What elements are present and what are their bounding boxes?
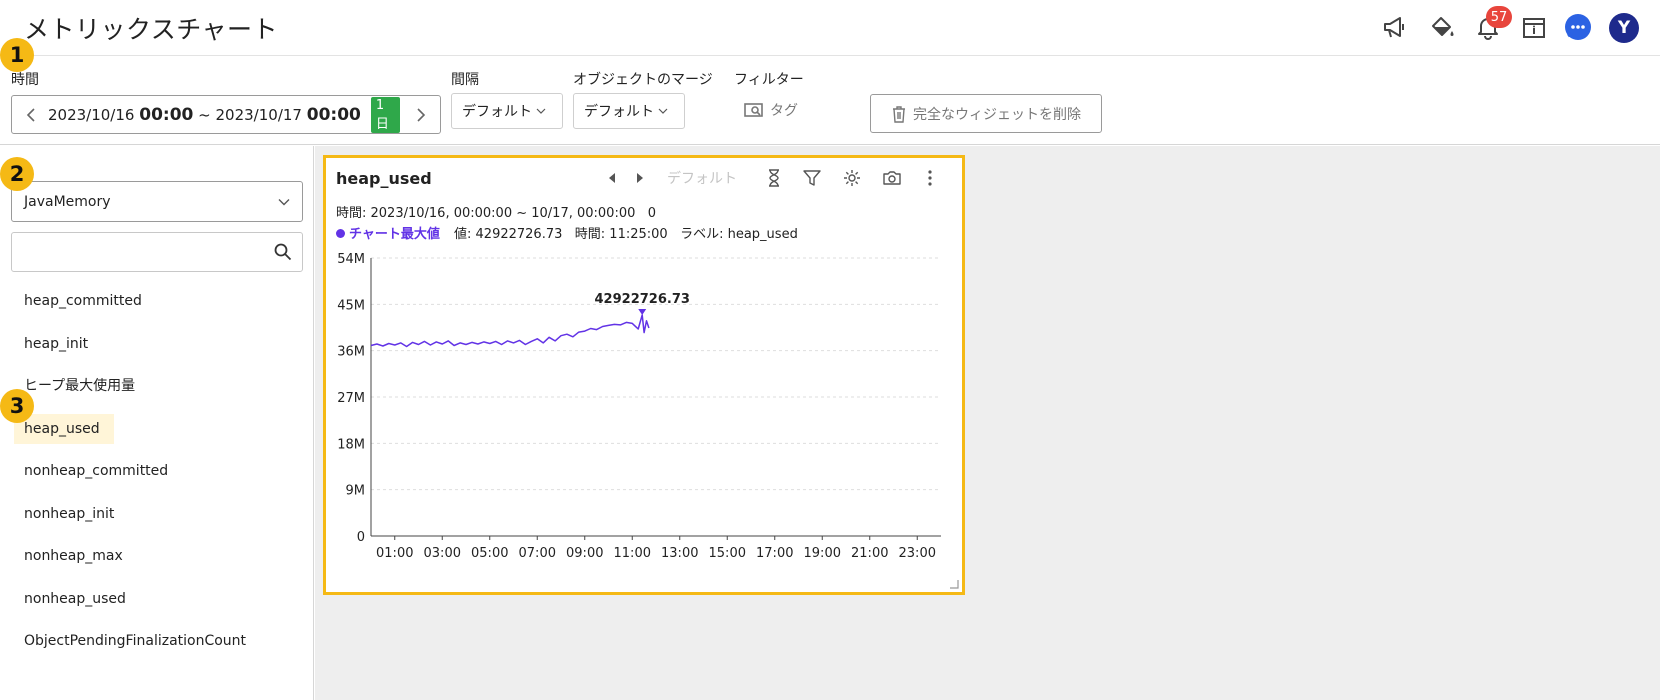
y-tick-label: 18M (337, 437, 365, 452)
step-marker-3: 3 (0, 389, 34, 423)
metric-item-nonheap-used[interactable]: nonheap_used (24, 591, 126, 607)
hourglass-icon[interactable] (763, 166, 785, 190)
legend-series-name[interactable]: チャート最大値 (349, 227, 440, 242)
metric-item-nonheap-committed[interactable]: nonheap_committed (24, 463, 169, 479)
tag-label: タグ (770, 103, 798, 119)
delete-widget-button[interactable]: 完全なウィジェットを削除 (870, 94, 1102, 133)
interval-dropdown[interactable]: デフォルト (451, 93, 563, 129)
avatar[interactable]: Y (1609, 13, 1639, 43)
step-marker-2: 2 (0, 157, 34, 191)
paint-bucket-icon[interactable] (1427, 12, 1457, 42)
trash-icon (893, 105, 905, 123)
category-value: JavaMemory (24, 193, 111, 210)
filter-label: フィルター (734, 72, 804, 88)
x-tick-label: 07:00 (519, 546, 556, 561)
y-tick-label: 45M (337, 298, 365, 313)
interval-label: 間隔 (451, 72, 479, 88)
widget-time-count: 0 (647, 206, 657, 221)
megaphone-icon[interactable] (1380, 12, 1410, 42)
metric-item-heap-init[interactable]: heap_init (24, 336, 89, 352)
x-tick-label: 23:00 (899, 546, 936, 561)
metric-search-input[interactable] (12, 233, 252, 271)
chart-widget[interactable]: heap_used デフォルト 時間: 2023/10/16, 00:00:00… (323, 155, 965, 595)
time-label: 時間 (11, 72, 39, 88)
notification-badge: 57 (1486, 6, 1512, 28)
legend-time: 時間: 11:25:00 (574, 227, 668, 242)
chevron-left-icon[interactable] (22, 107, 40, 123)
max-point-label: 42922726.73 (595, 292, 690, 307)
widget-mode-label[interactable]: デフォルト (667, 171, 737, 187)
calendar-info-icon[interactable] (1519, 12, 1549, 42)
x-tick-label: 11:00 (614, 546, 651, 561)
delete-widget-label: 完全なウィジェットを削除 (913, 106, 1081, 123)
merge-label: オブジェクトのマージ (573, 72, 713, 88)
widget-title: heap_used (336, 169, 432, 188)
widget-time-text: 時間: 2023/10/16, 00:00:00 ~ 10/17, 00:00:… (336, 206, 636, 221)
x-tick-label: 09:00 (566, 546, 603, 561)
filter-toolbar (0, 56, 1660, 145)
x-tick-label: 05:00 (471, 546, 508, 561)
metric-item-heap-committed[interactable]: heap_committed (24, 293, 142, 309)
chat-icon[interactable] (1563, 12, 1593, 42)
search-icon[interactable] (274, 243, 292, 261)
widget-legend: チャート最大値 値: 42922726.73 時間: 11:25:00 ラベル:… (336, 223, 798, 242)
chevron-down-icon (658, 108, 668, 114)
metric-item-object-pending-finalization[interactable]: ObjectPendingFinalizationCount (24, 633, 247, 649)
x-tick-label: 21:00 (851, 546, 888, 561)
more-vertical-icon[interactable] (921, 166, 939, 190)
metric-item-heap-max-usage[interactable]: ヒープ最大使用量 (24, 378, 136, 394)
filter-icon[interactable] (801, 166, 823, 190)
chevron-right-icon[interactable] (412, 107, 430, 123)
y-tick-label: 54M (337, 252, 365, 267)
metric-search (11, 232, 303, 272)
x-tick-label: 15:00 (709, 546, 746, 561)
time-range-text: 2023/10/16 00:00 ~ 2023/10/17 00:00 (47, 104, 361, 125)
metric-item-nonheap-max[interactable]: nonheap_max (24, 548, 123, 564)
max-point-marker (638, 309, 647, 316)
camera-icon[interactable] (881, 166, 903, 190)
x-tick-label: 03:00 (424, 546, 461, 561)
gear-icon[interactable] (841, 166, 863, 190)
merge-dropdown[interactable]: デフォルト (573, 93, 685, 129)
merge-value: デフォルト (584, 104, 654, 120)
tag-filter-button[interactable]: タグ (744, 100, 798, 120)
heap-used-line-chart[interactable]: 0 9M 18M 27M 36M 45M 54M 01:00 03:00 05:00 07:00 09… (326, 238, 962, 588)
chevron-down-icon (536, 108, 546, 114)
x-tick-label: 19:00 (804, 546, 841, 561)
resize-handle-icon[interactable] (949, 579, 959, 589)
y-tick-label: 27M (337, 391, 365, 406)
widget-time-range: 時間: 2023/10/16, 00:00:00 ~ 10/17, 00:00:… (336, 202, 656, 221)
step-marker-1: 1 (0, 38, 34, 72)
legend-value: 値: 42922726.73 (454, 227, 563, 242)
legend-dot (336, 229, 345, 238)
app-header: メトリックスチャート 57 Y (0, 0, 1660, 56)
time-span-badge: 1日 (370, 96, 401, 133)
caret-left-icon[interactable] (604, 166, 620, 190)
metric-item-nonheap-init[interactable]: nonheap_init (24, 506, 115, 522)
interval-value: デフォルト (462, 104, 532, 120)
chevron-down-icon (278, 198, 290, 205)
x-tick-label: 13:00 (661, 546, 698, 561)
caret-right-icon[interactable] (632, 166, 648, 190)
tag-search-icon (744, 103, 763, 117)
y-tick-label: 36M (337, 345, 365, 360)
series-line-heap_used (370, 314, 650, 348)
legend-label: ラベル: heap_used (680, 227, 798, 242)
y-tick-label: 9M (346, 484, 366, 499)
y-tick-label: 0 (357, 530, 365, 545)
x-tick-label: 01:00 (376, 546, 413, 561)
category-select[interactable]: JavaMemory (11, 181, 303, 222)
time-range-picker[interactable]: 2023/10/16 00:00 ~ 2023/10/17 00:00 1日 (11, 95, 441, 134)
metric-item-heap-used[interactable]: heap_used (14, 414, 114, 444)
x-tick-label: 17:00 (756, 546, 793, 561)
page-title: メトリックスチャート (24, 15, 279, 44)
